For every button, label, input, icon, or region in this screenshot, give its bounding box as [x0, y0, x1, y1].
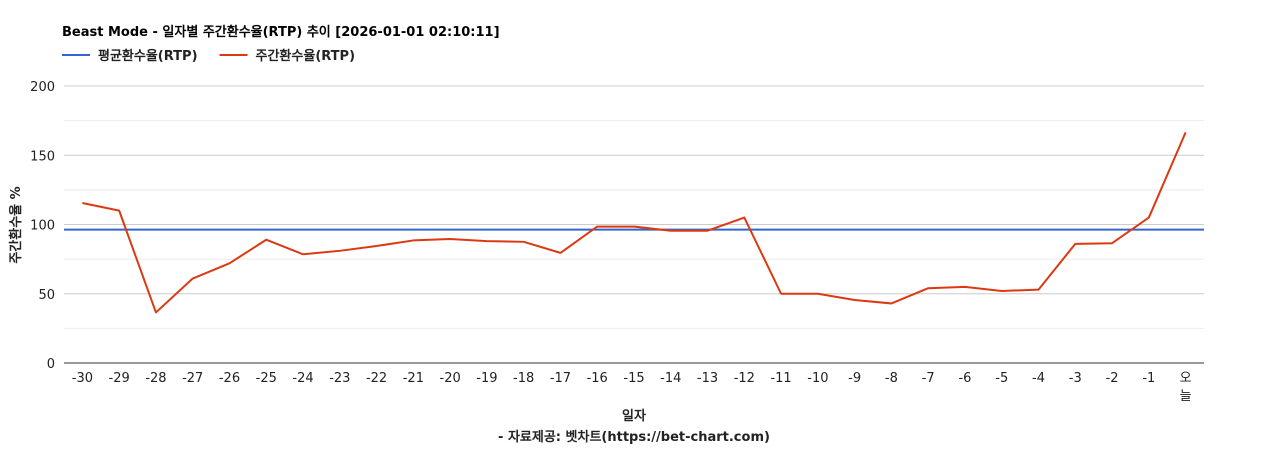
x-tick-label: -28	[145, 371, 166, 386]
legend: 평균환수율(RTP) 주간환수율(RTP)	[62, 48, 355, 64]
x-tick-label: -22	[366, 371, 387, 386]
x-tick-label: -24	[292, 371, 313, 386]
x-tick-label: -25	[256, 371, 277, 386]
y-tick-label: 150	[30, 149, 55, 164]
y-tick-label: 50	[38, 288, 55, 303]
x-tick-label: -16	[587, 371, 608, 386]
x-tick-label: -3	[1069, 371, 1082, 386]
x-tick-label: -20	[440, 371, 461, 386]
x-tick-label: -17	[550, 371, 571, 386]
x-tick-label: -8	[885, 371, 898, 386]
x-tick-label: -13	[697, 371, 718, 386]
x-tick-label: -26	[219, 371, 240, 386]
x-tick-label: -21	[403, 371, 424, 386]
legend-label: 평균환수율(RTP)	[98, 48, 198, 64]
x-tick-label: -15	[623, 371, 644, 386]
grid-lines	[64, 85, 1204, 364]
x-tick-label: -12	[734, 371, 755, 386]
x-tick-label: -18	[513, 371, 534, 386]
x-tick-label: -9	[848, 371, 861, 386]
y-tick-label: 100	[30, 219, 55, 234]
x-tick-label: -27	[182, 371, 203, 386]
series-lines	[64, 132, 1204, 314]
x-tick-label: -6	[958, 371, 971, 386]
chart-title: Beast Mode - 일자별 주간환수율(RTP) 추이 [2026-01-…	[62, 24, 500, 40]
y-tick-label: 0	[47, 357, 55, 372]
x-tick-label: -30	[72, 371, 93, 386]
x-axis-ticks: -30 -29 -28 -27 -26 -25 -24 -23 -22 -21 -20 -19 -18 -…	[72, 371, 1192, 404]
x-tick-label: -1	[1142, 371, 1155, 386]
x-tick-label: -5	[995, 371, 1008, 386]
y-axis-ticks: 0 50 100 150 200	[30, 80, 55, 372]
x-tick-label: -14	[660, 371, 681, 386]
x-tick-label: -19	[476, 371, 497, 386]
x-tick-label: -11	[770, 371, 791, 386]
x-tick-label: -23	[329, 371, 350, 386]
legend-label: 주간환수율(RTP)	[256, 48, 356, 64]
x-tick-label: -2	[1106, 371, 1119, 386]
source-footer: - 자료제공: 벳차트(https://bet-chart.com)	[498, 429, 770, 445]
x-tick-label: -10	[807, 371, 828, 386]
series-line-1	[82, 132, 1187, 314]
y-tick-label: 200	[30, 80, 55, 95]
x-tick-label: -4	[1032, 371, 1045, 386]
x-tick-label: -7	[922, 371, 935, 386]
x-axis-title: 일자	[622, 409, 646, 424]
x-tick-label: -29	[109, 371, 130, 386]
y-axis-title: 주간환수율 %	[8, 186, 24, 263]
